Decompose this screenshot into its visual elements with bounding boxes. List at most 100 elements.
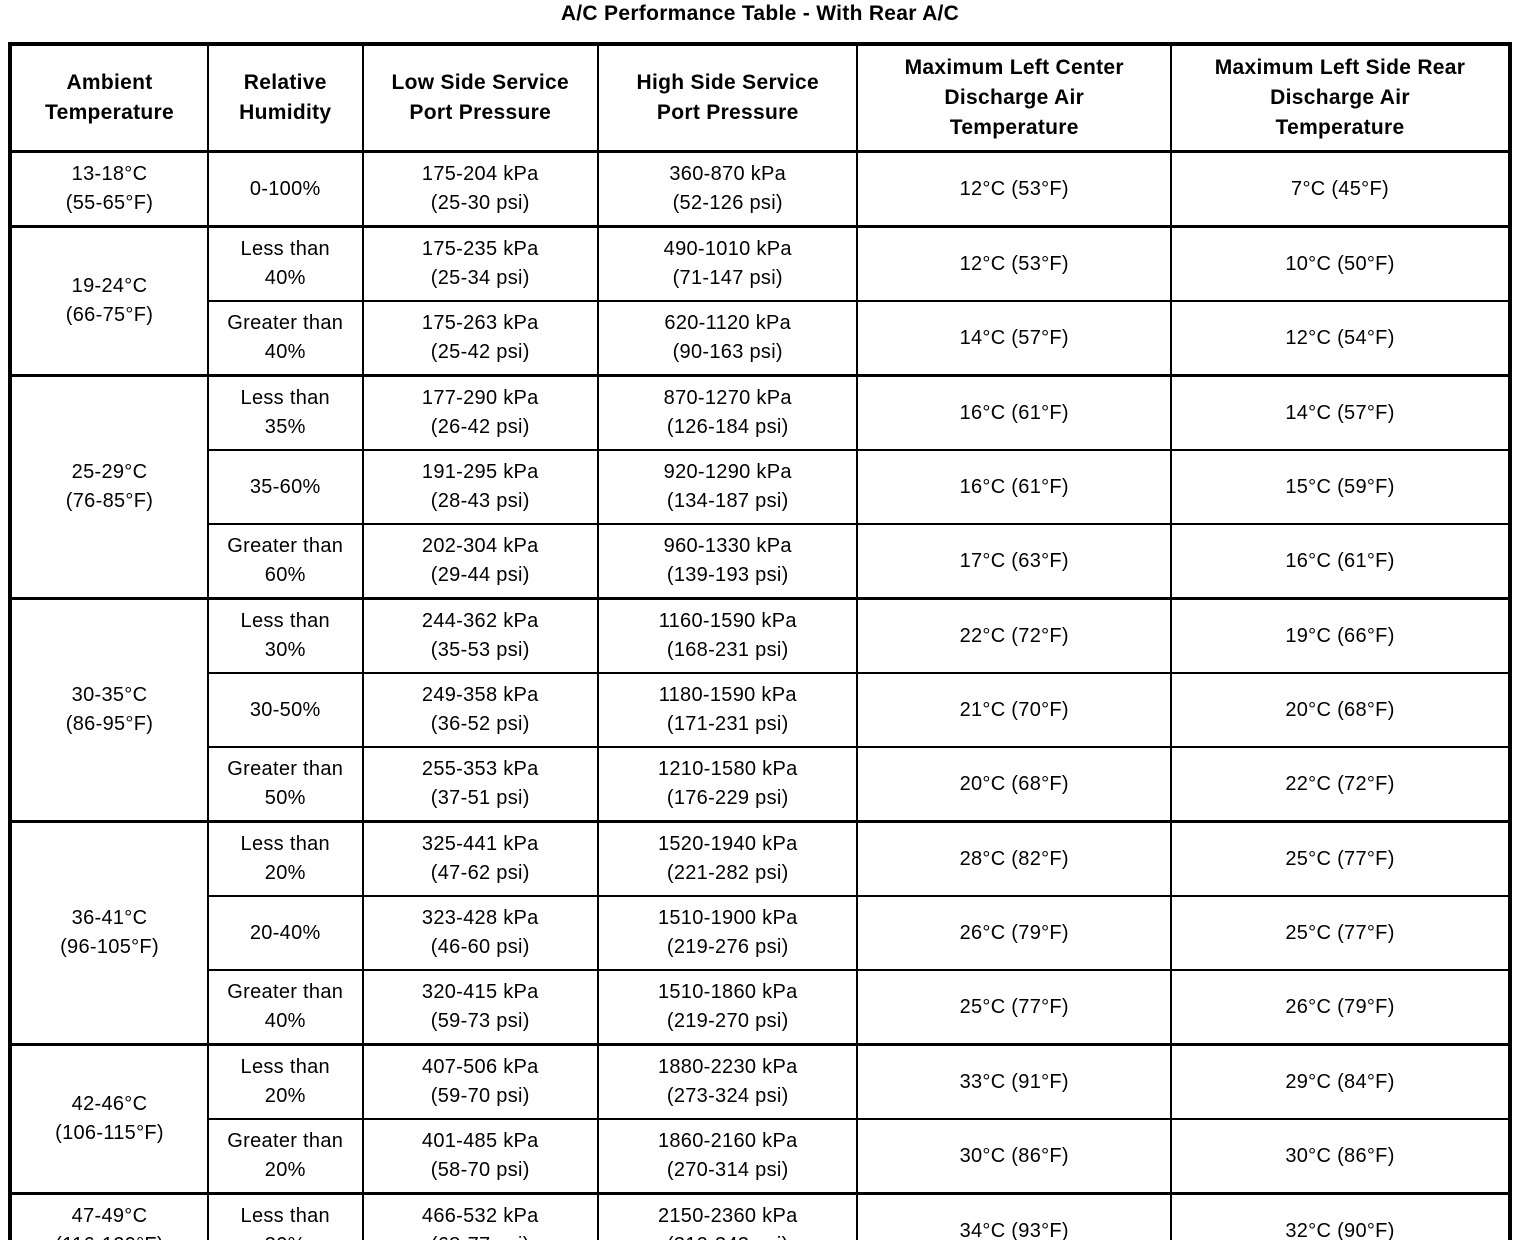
ambient-temp-cell: 47-49°C (116-120°F) — [9, 1192, 209, 1240]
high-pressure-cell: 2150-2360 kPa (312-343 psi) — [596, 1192, 859, 1240]
low-pressure-cell: 175-263 kPa (25-42 psi) — [361, 300, 599, 377]
rear-discharge-cell: 26°C (79°F) — [1169, 969, 1512, 1046]
table-row: 25-29°C (76-85°F) Less than 35% 177-290 … — [9, 374, 1512, 600]
humidity-cell: Greater than 40% — [207, 969, 364, 1046]
rear-discharge-cell: 25°C (77°F) — [1169, 820, 1512, 897]
rear-discharge-cell: 7°C (45°F) — [1169, 150, 1512, 228]
center-discharge-cell: 17°C (63°F) — [856, 523, 1172, 600]
low-pressure-cell: 177-290 kPa (26-42 psi) — [361, 374, 599, 451]
ambient-temp-cell: 13-18°C (55-65°F) — [9, 150, 209, 228]
humidity-cell: 30-50% — [207, 672, 364, 748]
high-pressure-cell: 620-1120 kPa (90-163 psi) — [596, 300, 859, 377]
high-pressure-cell: 1510-1860 kPa (219-270 psi) — [596, 969, 859, 1046]
rear-discharge-cell: 25°C (77°F) — [1169, 895, 1512, 971]
humidity-cell: 35-60% — [207, 449, 364, 525]
low-pressure-cell: 407-506 kPa (59-70 psi) — [361, 1043, 599, 1120]
humidity-cell: Less than 35% — [207, 374, 364, 451]
low-pressure-cell: 320-415 kPa (59-73 psi) — [361, 969, 599, 1046]
low-pressure-cell: 401-485 kPa (58-70 psi) — [361, 1118, 599, 1195]
humidity-cell: Less than 20% — [207, 820, 364, 897]
humidity-cell: 0-100% — [207, 150, 364, 228]
humidity-cell: Less than 30% — [207, 597, 364, 674]
humidity-cell: Greater than 50% — [207, 746, 364, 823]
table-row: 30-35°C (86-95°F) Less than 30% 244-362 … — [9, 597, 1512, 823]
rear-discharge-cell: 29°C (84°F) — [1169, 1043, 1512, 1120]
table-row: 19-24°C (66-75°F) Less than 40% 175-235 … — [9, 225, 1512, 377]
ambient-temp-cell: 25-29°C (76-85°F) — [9, 374, 209, 600]
ambient-temp-cell: 42-46°C (106-115°F) — [9, 1043, 209, 1195]
high-pressure-cell: 1860-2160 kPa (270-314 psi) — [596, 1118, 859, 1195]
humidity-cell: Less than 40% — [207, 225, 364, 302]
humidity-cell: Less than 20% — [207, 1043, 364, 1120]
ambient-temp-cell: 36-41°C (96-105°F) — [9, 820, 209, 1046]
low-pressure-cell: 202-304 kPa (29-44 psi) — [361, 523, 599, 600]
center-discharge-cell: 33°C (91°F) — [856, 1043, 1172, 1120]
high-pressure-cell: 1520-1940 kPa (221-282 psi) — [596, 820, 859, 897]
high-pressure-cell: 960-1330 kPa (139-193 psi) — [596, 523, 859, 600]
center-discharge-cell: 30°C (86°F) — [856, 1118, 1172, 1195]
rear-discharge-cell: 15°C (59°F) — [1169, 449, 1512, 525]
low-pressure-cell: 325-441 kPa (47-62 psi) — [361, 820, 599, 897]
header-max-left-side-rear-discharge: Maximum Left Side Rear Discharge Air Tem… — [1169, 43, 1512, 153]
header-max-left-center-discharge: Maximum Left Center Discharge Air Temper… — [856, 43, 1172, 153]
high-pressure-cell: 490-1010 kPa (71-147 psi) — [596, 225, 859, 302]
table-row: 42-46°C (106-115°F) Less than 20% 407-50… — [9, 1043, 1512, 1195]
header-relative-humidity: Relative Humidity — [207, 43, 364, 153]
high-pressure-cell: 870-1270 kPa (126-184 psi) — [596, 374, 859, 451]
humidity-cell: Greater than 40% — [207, 300, 364, 377]
center-discharge-cell: 22°C (72°F) — [856, 597, 1172, 674]
high-pressure-cell: 920-1290 kPa (134-187 psi) — [596, 449, 859, 525]
rear-discharge-cell: 12°C (54°F) — [1169, 300, 1512, 377]
high-pressure-cell: 1880-2230 kPa (273-324 psi) — [596, 1043, 859, 1120]
rear-discharge-cell: 30°C (86°F) — [1169, 1118, 1512, 1195]
humidity-cell: Greater than 60% — [207, 523, 364, 600]
center-discharge-cell: 12°C (53°F) — [856, 150, 1172, 228]
ambient-temp-cell: 30-35°C (86-95°F) — [9, 597, 209, 823]
low-pressure-cell: 323-428 kPa (46-60 psi) — [361, 895, 599, 971]
rear-discharge-cell: 10°C (50°F) — [1169, 225, 1512, 302]
header-row: Ambient Temperature Relative Humidity Lo… — [9, 43, 1512, 153]
center-discharge-cell: 16°C (61°F) — [856, 449, 1172, 525]
page-title: A/C Performance Table - With Rear A/C — [560, 2, 960, 25]
rear-discharge-cell: 19°C (66°F) — [1169, 597, 1512, 674]
center-discharge-cell: 14°C (57°F) — [856, 300, 1172, 377]
low-pressure-cell: 175-204 kPa (25-30 psi) — [361, 150, 599, 228]
high-pressure-cell: 1210-1580 kPa (176-229 psi) — [596, 746, 859, 823]
rear-discharge-cell: 32°C (90°F) — [1169, 1192, 1512, 1240]
high-pressure-cell: 1180-1590 kPa (171-231 psi) — [596, 672, 859, 748]
rear-discharge-cell: 16°C (61°F) — [1169, 523, 1512, 600]
center-discharge-cell: 20°C (68°F) — [856, 746, 1172, 823]
center-discharge-cell: 28°C (82°F) — [856, 820, 1172, 897]
header-high-side-pressure: High Side Service Port Pressure — [596, 43, 859, 153]
center-discharge-cell: 12°C (53°F) — [856, 225, 1172, 302]
table-row: Greater than 20% 401-485 kPa (58-70 psi)… — [10, 1118, 1512, 1195]
humidity-cell: Greater than 20% — [207, 1118, 364, 1195]
header-low-side-pressure: Low Side Service Port Pressure — [361, 43, 599, 153]
table-row: 47-49°C (116-120°F) Less than 30% 466-53… — [9, 1192, 1512, 1240]
low-pressure-cell: 249-358 kPa (36-52 psi) — [361, 672, 599, 748]
high-pressure-cell: 1510-1900 kPa (219-276 psi) — [596, 895, 859, 971]
low-pressure-cell: 191-295 kPa (28-43 psi) — [361, 449, 599, 525]
low-pressure-cell: 466-532 kPa (68-77 psi) — [361, 1192, 599, 1240]
rear-discharge-cell: 14°C (57°F) — [1169, 374, 1512, 451]
header-ambient-temperature: Ambient Temperature — [9, 43, 209, 153]
table-row: Greater than 50% 255-353 kPa (37-51 psi)… — [10, 746, 1512, 823]
low-pressure-cell: 244-362 kPa (35-53 psi) — [361, 597, 599, 674]
low-pressure-cell: 175-235 kPa (25-34 psi) — [361, 225, 599, 302]
high-pressure-cell: 360-870 kPa (52-126 psi) — [596, 150, 859, 228]
table-row: Greater than 40% 320-415 kPa (59-73 psi)… — [10, 969, 1512, 1046]
rear-discharge-cell: 22°C (72°F) — [1169, 746, 1512, 823]
performance-table: Ambient Temperature Relative Humidity Lo… — [8, 42, 1512, 1240]
high-pressure-cell: 1160-1590 kPa (168-231 psi) — [596, 597, 859, 674]
center-discharge-cell: 26°C (79°F) — [856, 895, 1172, 971]
table-row: 30-50% 249-358 kPa (36-52 psi) 1180-1590… — [10, 672, 1512, 748]
center-discharge-cell: 34°C (93°F) — [856, 1192, 1172, 1240]
table-row: 36-41°C (96-105°F) Less than 20% 325-441… — [9, 820, 1512, 1046]
low-pressure-cell: 255-353 kPa (37-51 psi) — [361, 746, 599, 823]
center-discharge-cell: 25°C (77°F) — [856, 969, 1172, 1046]
humidity-cell: Less than 30% — [207, 1192, 364, 1240]
table-row: Greater than 60% 202-304 kPa (29-44 psi)… — [10, 523, 1512, 600]
table-row: 13-18°C (55-65°F) 0-100% 175-204 kPa (25… — [9, 150, 1512, 228]
center-discharge-cell: 16°C (61°F) — [856, 374, 1172, 451]
